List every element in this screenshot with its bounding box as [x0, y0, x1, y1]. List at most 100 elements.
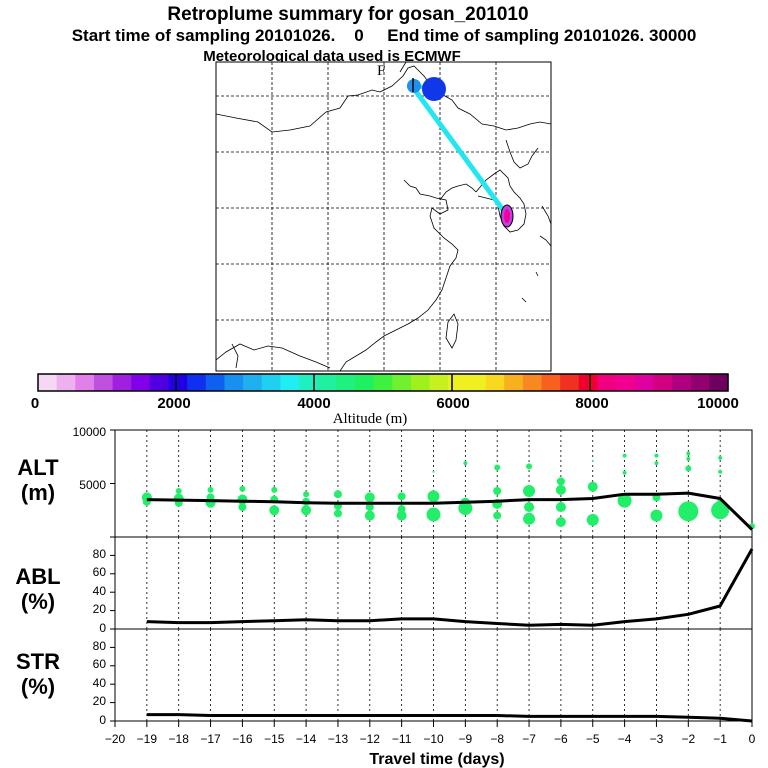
cluster-point — [523, 484, 536, 497]
cluster-point — [718, 455, 723, 460]
cluster-point — [143, 492, 150, 499]
series-line-alt — [146, 491, 754, 531]
cluster-point — [238, 503, 247, 512]
cluster-point — [333, 490, 342, 499]
cluster-point — [396, 510, 407, 521]
x-tick-label: −17 — [200, 732, 221, 746]
str-ytick: 20 — [93, 694, 107, 708]
colorbar-swatch — [560, 374, 580, 391]
cluster-point — [364, 510, 375, 521]
x-axis-ticks: −20 −19 −18 −17 −16 −15 −14 −13 −12 −11 −10 −9 −8 −7−… — [105, 721, 756, 746]
colorbar-swatch — [672, 374, 692, 391]
x-tick-label: −18 — [169, 732, 190, 746]
cluster-point — [239, 485, 246, 492]
cluster-point — [301, 505, 312, 516]
cluster-point — [207, 486, 214, 493]
cluster-point — [364, 492, 375, 503]
colorbar-swatch — [299, 374, 319, 391]
colorbar-swatch — [243, 374, 263, 391]
cluster-point — [463, 461, 468, 466]
colorbar-tick: 8000 — [575, 395, 608, 412]
cluster-point — [458, 501, 473, 516]
cluster-point — [678, 501, 699, 522]
cluster-point — [587, 481, 598, 492]
cluster-point — [686, 456, 691, 461]
str-ytick: 60 — [93, 657, 107, 671]
colorbar-swatch — [112, 374, 132, 391]
colorbar-swatch — [224, 374, 244, 391]
cluster-point — [591, 460, 594, 463]
abl-panel-unit: (%) — [21, 589, 55, 614]
colorbar-swatch — [634, 374, 655, 391]
x-tick-label: −11 — [392, 732, 412, 746]
cluster-point — [555, 517, 566, 528]
colorbar-swatch — [355, 374, 375, 391]
panel-gridlines — [146, 430, 721, 721]
x-tick-label: −7 — [522, 732, 536, 746]
colorbar-swatch — [522, 374, 543, 391]
cluster-point — [493, 486, 502, 495]
x-tick-label: −12 — [360, 732, 381, 746]
cluster-point — [494, 464, 501, 471]
colorbar-swatch — [280, 374, 300, 391]
cluster-point — [333, 509, 342, 518]
abl-ytick: 0 — [99, 621, 106, 635]
str-ytick: 40 — [93, 676, 107, 690]
colorbar-border — [37, 373, 729, 392]
colorbar-tick: 6000 — [436, 395, 469, 412]
trajectory-cluster-large — [422, 77, 446, 101]
colorbar-swatch — [578, 374, 599, 391]
x-axis-label: Travel time (days) — [369, 751, 504, 768]
meteorological-data-note: Meteorological data used is ECMWF — [203, 48, 461, 65]
map-graticule — [216, 62, 551, 371]
colorbar-label: Altitude (m) — [333, 411, 408, 427]
colorbar-swatch — [149, 374, 170, 391]
x-tick-label: −14 — [296, 732, 317, 746]
sampling-time-subtitle: Start time of sampling 20101026. 0 End t… — [72, 26, 697, 45]
abl-ytick: 40 — [93, 584, 107, 598]
cluster-point — [365, 503, 374, 512]
colorbar-tick: 10000 — [697, 395, 739, 412]
altitude-colorbar — [37, 373, 729, 392]
y-tick-marks — [110, 429, 115, 722]
cluster-point — [586, 513, 599, 526]
cluster-point — [303, 491, 310, 498]
alt-ytick: 5000 — [79, 478, 106, 492]
cluster-point — [175, 487, 182, 494]
cluster-point — [654, 461, 659, 466]
str-panel-unit: (%) — [21, 674, 55, 699]
alt-ytick: 10000 — [73, 425, 107, 439]
colorbar-swatch — [317, 374, 337, 391]
str-panel-label: STR — [16, 649, 60, 674]
cluster-point — [718, 469, 723, 474]
cluster-point — [555, 502, 566, 513]
colorbar-swatch — [56, 374, 76, 391]
colorbar-swatch — [616, 374, 636, 391]
str-ytick: 0 — [99, 713, 106, 727]
colorbar-swatch — [93, 374, 114, 391]
cluster-point — [650, 509, 663, 522]
cluster-point — [622, 453, 627, 458]
colorbar-swatch — [429, 374, 449, 391]
cluster-point — [524, 502, 535, 513]
series-line-str — [146, 713, 753, 723]
series-line-abl — [146, 548, 754, 627]
trajectory-map: F — [215, 61, 552, 372]
colorbar-swatch — [653, 374, 673, 391]
release-site-core — [504, 209, 510, 223]
cluster-point — [555, 484, 566, 495]
colorbar-ticks: 0 2000 4000 6000 8000 10000 — [31, 395, 739, 412]
colorbar-swatch — [466, 374, 487, 391]
colorbar-tick: 2000 — [157, 395, 190, 412]
colorbar-swatch — [75, 374, 95, 391]
str-ytick: 80 — [93, 639, 107, 653]
x-tick-label: −6 — [554, 732, 568, 746]
x-tick-label: −10 — [423, 732, 444, 746]
figure-title: Retroplume summary for gosan_201010 — [167, 4, 528, 25]
x-tick-label: −8 — [490, 732, 504, 746]
colorbar-swatch — [709, 374, 729, 391]
colorbar-tick: 0 — [31, 395, 39, 412]
x-tick-label: 0 — [749, 732, 756, 746]
x-tick-label: −3 — [650, 732, 664, 746]
colorbar-swatch — [168, 374, 188, 391]
